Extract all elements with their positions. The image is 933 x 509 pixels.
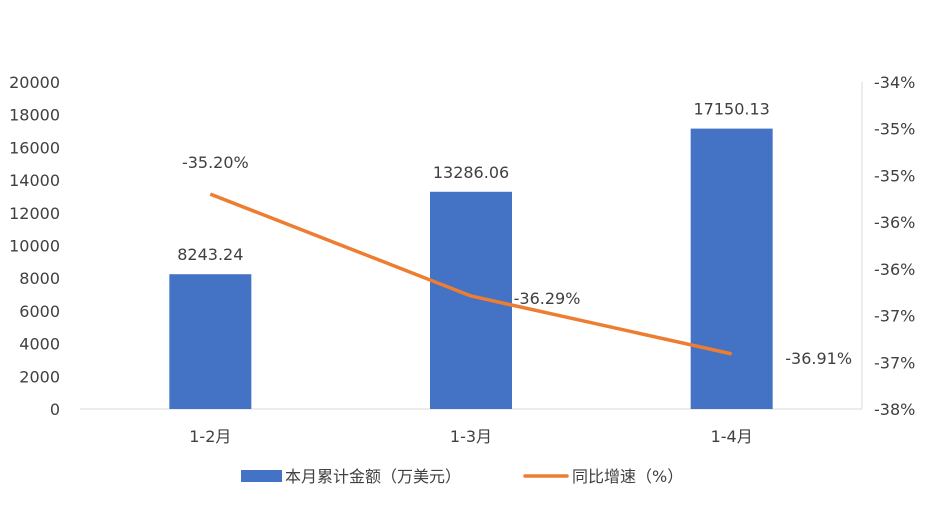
left-tick-label: 10000 [9,237,60,256]
legend-bar-swatch [241,470,282,482]
line-data-label: -35.20% [182,153,249,172]
left-tick-label: 4000 [19,335,60,354]
bar-data-label: 13286.06 [433,163,509,182]
right-tick-label: -36% [874,260,915,279]
legend-line-label: 同比增速（%） [572,467,683,486]
left-tick-label: 14000 [9,171,60,190]
right-tick-label: -38% [874,400,915,419]
bar-data-label: 17150.13 [693,100,769,119]
line-data-label: -36.91% [785,349,852,368]
bar-data-label: 8243.24 [177,245,243,264]
bar [169,274,252,409]
category-label: 1-3月 [450,427,492,446]
right-tick-label: -36% [874,213,915,232]
bar [690,128,773,409]
left-tick-label: 2000 [19,367,60,386]
left-tick-label: 0 [50,400,60,419]
left-tick-label: 12000 [9,204,60,223]
category-label: 1-4月 [711,427,753,446]
left-tick-label: 8000 [19,269,60,288]
right-tick-label: -37% [874,307,915,326]
right-tick-label: -34% [874,73,915,92]
left-tick-label: 20000 [9,73,60,92]
line-data-label: -36.29% [514,289,581,308]
bar [430,191,512,409]
left-tick-label: 6000 [19,302,60,321]
left-tick-label: 16000 [9,138,60,157]
right-tick-label: -35% [874,120,915,139]
right-tick-label: -35% [874,166,915,185]
legend-bar-label: 本月累计金额（万美元） [285,467,461,486]
right-tick-label: -37% [874,353,915,372]
category-label: 1-2月 [189,427,231,446]
left-tick-label: 18000 [9,106,60,125]
